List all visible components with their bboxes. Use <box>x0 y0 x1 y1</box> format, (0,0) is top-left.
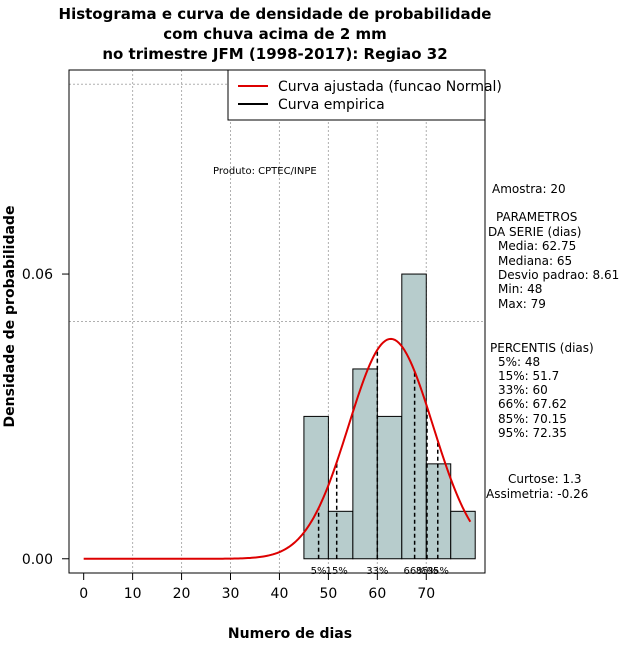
legend-label: Curva empirica <box>278 97 385 113</box>
stat-media: Media: 62.75 <box>498 239 577 253</box>
histogram-bar <box>327 510 354 560</box>
percentile-lines: 5% 15% 33% 66%85%95% <box>311 349 449 577</box>
stat-p5: 5%: 48 <box>498 355 541 369</box>
stat-curtose: Curtose: 1.3 <box>508 472 582 486</box>
stat-desvio: Desvio padrao: 8.61 <box>498 268 620 282</box>
x-tick-label: 50 <box>319 586 337 602</box>
legend-label: Curva ajustada (funcao Normal) <box>278 79 502 95</box>
histogram-bar <box>303 415 329 560</box>
x-tick-label: 40 <box>271 586 289 602</box>
y-axis-label: Densidade de probabilidade <box>2 206 18 428</box>
stat-min: Min: 48 <box>498 282 543 296</box>
stat-max: Max: 79 <box>498 297 546 311</box>
stat-parametros-title-1: PARAMETROS <box>496 210 578 224</box>
stat-assimetria: Assimetria: -0.26 <box>486 487 589 501</box>
x-tick-label: 10 <box>124 586 142 602</box>
percentile-label: 33% <box>366 566 388 577</box>
legend-box <box>227 69 486 121</box>
stat-p85: 85%: 70.15 <box>498 412 567 426</box>
stat-amostra: Amostra: 20 <box>492 182 566 196</box>
stat-p95: 95%: 72.35 <box>498 426 567 440</box>
chart-title-line-3: no trimestre JFM (1998-2017): Regiao 32 <box>102 45 448 63</box>
histogram-bar <box>352 368 378 560</box>
chart-title-line-2: com chuva acima de 2 mm <box>163 25 387 43</box>
stat-p66: 66%: 67.62 <box>498 397 567 411</box>
x-tick-label: 0 <box>79 586 88 602</box>
percentile-label: 85% <box>416 566 438 577</box>
legend: Curva ajustada (funcao Normal) Curva empi… <box>227 69 502 121</box>
curves <box>83 337 472 560</box>
product-annotation: Produto: CPTEC/INPE <box>213 166 317 177</box>
y-tick-label: 0.00 <box>22 552 53 568</box>
x-tick-label: 60 <box>368 586 386 602</box>
histogram-bar <box>376 415 403 560</box>
y-tick-label: 0.06 <box>22 267 53 283</box>
percentile-label: 95% <box>427 566 449 577</box>
percentile-label: 66% <box>404 566 426 577</box>
stat-percentis-title: PERCENTIS (dias) <box>490 341 594 355</box>
normal-fit-curve <box>83 337 472 560</box>
stat-parametros-title-2: DA SERIE (dias) <box>488 225 582 239</box>
x-tick-label: 70 <box>417 586 435 602</box>
axis-labels: Numero de dias Densidade de probabilidade… <box>2 166 352 642</box>
histogram-bars <box>303 273 476 560</box>
chart-title-line-1: Histograma e curva de densidade de proba… <box>58 5 492 23</box>
x-tick-label: 30 <box>222 586 240 602</box>
x-tick-label: 20 <box>173 586 191 602</box>
histogram-bar <box>450 510 476 560</box>
stat-p15: 15%: 51.7 <box>498 369 560 383</box>
percentile-label: 15% <box>326 566 348 577</box>
x-axis-label: Numero de dias <box>228 626 352 642</box>
stat-p33: 33%: 60 <box>498 383 548 397</box>
axes: 0 10 20 30 40 50 60 70 0.00 0.06 <box>22 69 486 602</box>
stat-mediana: Mediana: 65 <box>498 254 573 268</box>
percentile-label: 5% <box>311 566 327 577</box>
